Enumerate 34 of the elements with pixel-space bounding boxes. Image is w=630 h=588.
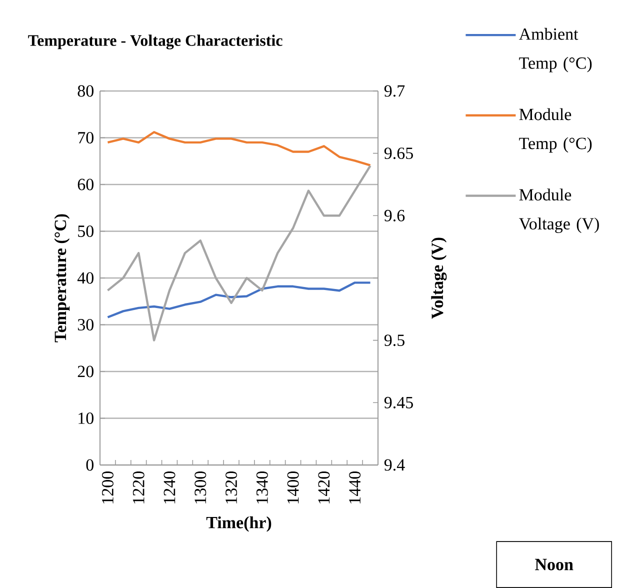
y2-tick-label: 9.65 <box>384 148 413 160</box>
line-series <box>106 131 372 166</box>
x-tick-label: 1340 <box>256 471 268 504</box>
y-tick-label: 30 <box>78 319 94 330</box>
y2-tick-label: 9.6 <box>384 210 405 222</box>
x-tick-label: 1420 <box>318 471 330 504</box>
y-tick-label: 70 <box>78 132 94 144</box>
legend-label: Ambient Temp (°C) <box>518 28 592 72</box>
y2-tick-label: 9.45 <box>384 396 413 408</box>
y-axis-title: Temperature (°C) <box>54 214 70 342</box>
x-tick-label: 1300 <box>194 471 206 504</box>
y2-tick-label: 9.4 <box>384 459 405 471</box>
y-tick-label: 80 <box>78 85 94 97</box>
x-tick-label: 1200 <box>102 471 114 504</box>
x-tick-label: 1400 <box>287 471 299 504</box>
x-tick-label: 1440 <box>349 471 361 504</box>
y-tick-label: 20 <box>78 366 94 378</box>
text: Noon <box>535 558 574 570</box>
x-tick-label: 1220 <box>132 471 144 504</box>
y2-axis-title: Voltage (V) <box>431 238 447 319</box>
y-tick-label: 40 <box>77 272 94 284</box>
chart-title: Temperature - Voltage Characteristic <box>28 34 282 50</box>
x-tick-label: 1320 <box>226 471 238 504</box>
x-tick-label: 1240 <box>164 471 176 504</box>
y-tick-label: 10 <box>78 412 94 424</box>
y2-tick-label: 9.7 <box>384 85 405 97</box>
y-tick-label: 60 <box>78 178 94 190</box>
legend-label: Module Voltage (V) <box>518 188 599 234</box>
x-axis-title: Time(hr) <box>206 516 272 532</box>
line-series <box>106 282 372 318</box>
y2-tick-label: 9.5 <box>384 334 404 346</box>
y-tick-label: 50 <box>78 226 94 237</box>
y-tick-label: 0 <box>86 459 94 471</box>
legend-label: Module Temp (°C) <box>519 108 592 153</box>
